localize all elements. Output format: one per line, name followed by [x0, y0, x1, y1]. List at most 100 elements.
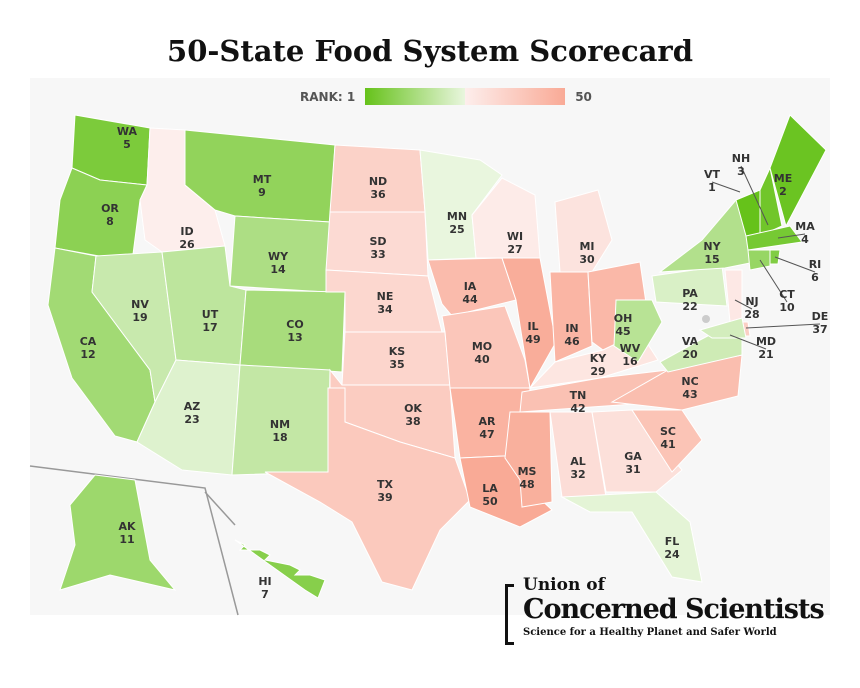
- state-label: SC: [660, 425, 676, 438]
- logo-line1: Union of: [523, 575, 605, 595]
- state-rank: 37: [812, 323, 827, 336]
- state-label: ID: [180, 225, 193, 238]
- state-label: TN: [570, 389, 587, 402]
- state-label: MI: [579, 240, 594, 253]
- state-in[interactable]: [549, 271, 593, 363]
- state-label: CA: [80, 335, 97, 348]
- leader-line: [745, 323, 821, 329]
- state-rank: 24: [664, 548, 680, 561]
- state-rank: 4: [801, 233, 809, 246]
- leader-line: [759, 259, 788, 303]
- state-mi[interactable]: [554, 189, 613, 273]
- leader-line: [774, 256, 816, 273]
- state-label: AL: [570, 455, 586, 468]
- page-title: 50-State Food System Scorecard: [167, 34, 693, 68]
- state-wi[interactable]: [471, 177, 541, 259]
- state-label: MS: [518, 465, 537, 478]
- state-rank: 13: [287, 331, 302, 344]
- state-label: MO: [472, 340, 492, 353]
- logo-bracket: [505, 584, 514, 645]
- state-rank: 7: [261, 588, 269, 601]
- state-rank: 31: [625, 463, 640, 476]
- state-rank: 22: [682, 300, 697, 313]
- state-ga[interactable]: [591, 409, 683, 493]
- state-rank: 12: [80, 348, 95, 361]
- state-label: VT: [704, 168, 721, 181]
- state-rank: 40: [474, 353, 490, 366]
- state-rank: 49: [525, 333, 540, 346]
- state-rank: 10: [779, 301, 795, 314]
- state-rank: 9: [258, 186, 266, 199]
- state-rank: 3: [737, 165, 745, 178]
- state-label: IA: [464, 280, 477, 293]
- leader-line: [777, 233, 806, 239]
- state-md[interactable]: [698, 317, 747, 339]
- state-label: DE: [812, 310, 829, 323]
- state-label: KS: [389, 345, 406, 358]
- state-fl[interactable]: [560, 491, 703, 583]
- inset-divider: [204, 491, 236, 526]
- state-label: NM: [270, 418, 290, 431]
- state-ak[interactable]: [59, 474, 177, 591]
- state-rank: 36: [370, 188, 386, 201]
- state-rank: 43: [682, 388, 697, 401]
- state-rank: 28: [744, 308, 759, 321]
- legend-max-label: 50: [575, 89, 592, 104]
- state-rank: 17: [202, 321, 217, 334]
- state-label: IN: [565, 322, 578, 335]
- state-label: GA: [624, 450, 642, 463]
- state-label: CT: [779, 288, 795, 301]
- state-rank: 15: [704, 253, 719, 266]
- state-rank: 39: [377, 491, 392, 504]
- state-rank: 48: [519, 478, 534, 491]
- state-rank: 38: [405, 415, 420, 428]
- state-il[interactable]: [501, 257, 557, 390]
- state-me[interactable]: [769, 114, 827, 228]
- state-rank: 41: [660, 438, 675, 451]
- state-label: WA: [117, 125, 138, 138]
- state-label: CO: [286, 318, 303, 331]
- state-rank: 6: [811, 271, 819, 284]
- state-hi[interactable]: [234, 539, 326, 599]
- state-label: OR: [101, 202, 119, 215]
- state-rank: 42: [570, 402, 585, 415]
- state-rank: 47: [479, 428, 494, 441]
- state-label: AK: [118, 520, 136, 533]
- state-rank: 19: [132, 311, 147, 324]
- state-label: UT: [202, 308, 219, 321]
- inset-divider: [29, 465, 239, 616]
- state-label: VA: [682, 335, 699, 348]
- state-rank: 20: [682, 348, 698, 361]
- logo-line2: Concerned Scientists: [523, 594, 825, 625]
- state-label: NC: [681, 375, 698, 388]
- state-ct[interactable]: [747, 249, 771, 271]
- leader-line: [740, 165, 769, 226]
- state-rank: 1: [708, 181, 716, 194]
- state-nc[interactable]: [610, 354, 743, 411]
- state-label: NH: [732, 152, 750, 165]
- state-wv[interactable]: [613, 299, 663, 363]
- state-label: AR: [479, 415, 497, 428]
- state-ma[interactable]: [745, 225, 803, 251]
- state-label: NV: [131, 298, 149, 311]
- state-rank: 45: [615, 325, 630, 338]
- state-co[interactable]: [239, 289, 346, 373]
- state-label: WV: [620, 342, 641, 355]
- state-label: NE: [377, 290, 394, 303]
- state-rank: 29: [590, 365, 605, 378]
- state-label: FL: [665, 535, 680, 548]
- state-or[interactable]: [54, 167, 148, 263]
- state-label: MA: [795, 220, 815, 233]
- state-tx[interactable]: [264, 387, 471, 591]
- state-rank: 33: [370, 248, 385, 261]
- state-rank: 8: [106, 215, 114, 228]
- state-rank: 35: [389, 358, 404, 371]
- logo-tagline: Science for a Healthy Planet and Safer W…: [523, 627, 777, 638]
- state-label: OH: [614, 312, 633, 325]
- state-label: KY: [590, 352, 608, 365]
- state-rank: 34: [377, 303, 393, 316]
- leader-line: [734, 299, 753, 310]
- state-sc[interactable]: [631, 409, 703, 473]
- state-nj[interactable]: [724, 269, 743, 323]
